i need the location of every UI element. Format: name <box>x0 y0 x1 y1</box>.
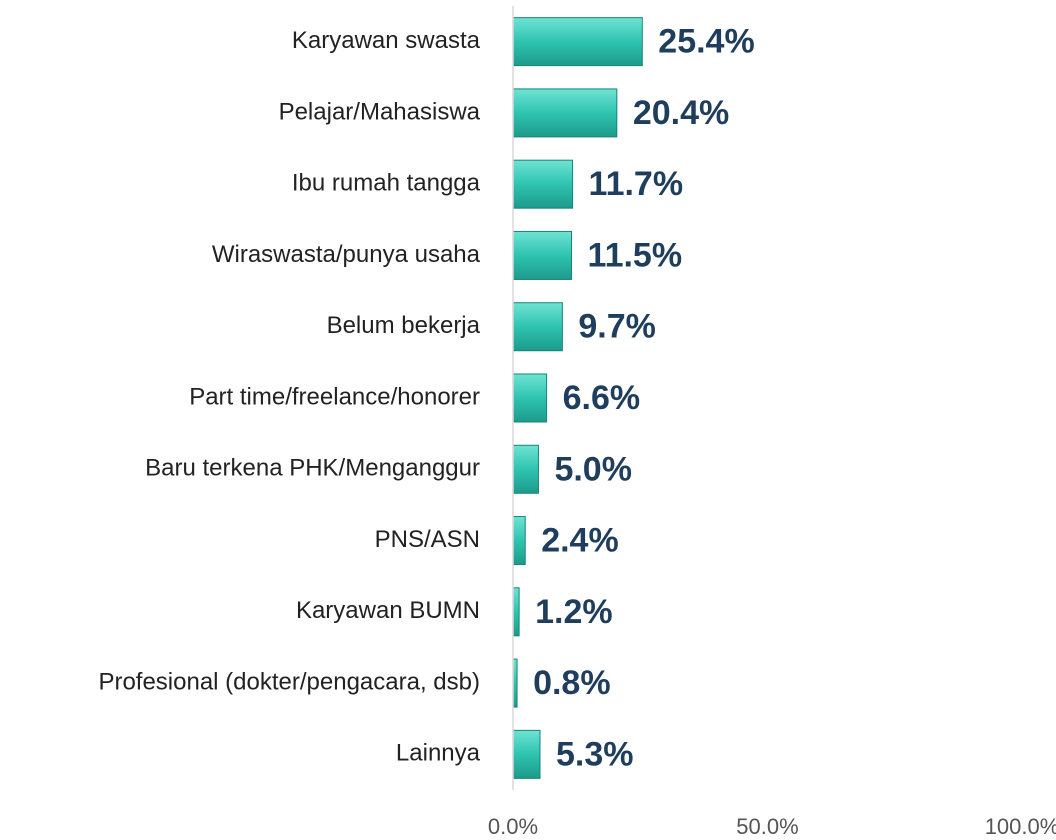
bar <box>512 444 539 494</box>
value-label: 20.4% <box>633 94 729 132</box>
bar <box>512 373 548 423</box>
category-label: Karyawan swasta <box>292 27 481 54</box>
x-tick-label: 50.0% <box>736 814 798 839</box>
bar <box>512 587 520 637</box>
category-label: Wiraswasta/punya usaha <box>212 241 481 268</box>
value-label: 2.4% <box>541 522 619 560</box>
value-label: 1.2% <box>535 593 613 631</box>
bar <box>512 88 618 138</box>
value-label: 5.3% <box>556 735 634 773</box>
category-label: Belum bekerja <box>327 312 481 339</box>
category-label: Pelajar/Mahasiswa <box>279 98 481 125</box>
value-label: 9.7% <box>578 308 656 346</box>
x-tick-label: 0.0% <box>488 814 538 839</box>
category-label: Profesional (dokter/pengacara, dsb) <box>98 668 480 695</box>
x-tick-label: 100.0% <box>985 814 1056 839</box>
category-label: PNS/ASN <box>375 526 480 553</box>
value-label: 6.6% <box>563 379 641 417</box>
value-label: 25.4% <box>658 23 754 61</box>
category-label: Lainnya <box>396 740 481 767</box>
value-label: 0.8% <box>533 664 611 702</box>
category-label: Part time/freelance/honorer <box>189 383 480 410</box>
bar <box>512 302 563 352</box>
value-label: 11.5% <box>588 236 683 274</box>
bar <box>512 159 574 209</box>
value-label: 5.0% <box>554 450 632 488</box>
category-label: Karyawan BUMN <box>296 597 480 624</box>
bar <box>512 729 541 779</box>
bar <box>512 230 573 280</box>
category-label: Baru terkena PHK/Menganggur <box>145 455 480 482</box>
bar <box>512 516 526 566</box>
bar <box>512 17 643 67</box>
value-label: 11.7% <box>589 165 684 203</box>
category-label: Ibu rumah tangga <box>292 170 481 197</box>
